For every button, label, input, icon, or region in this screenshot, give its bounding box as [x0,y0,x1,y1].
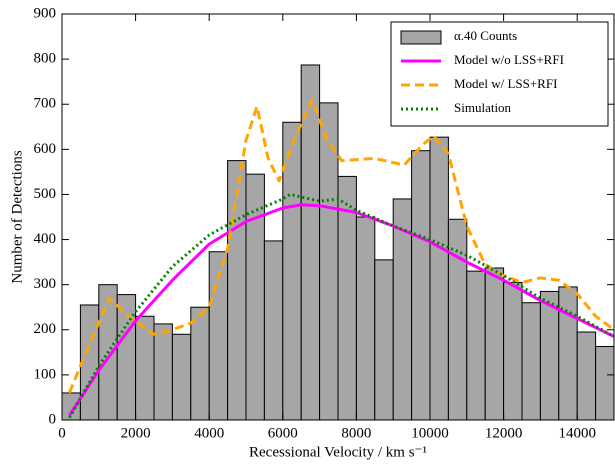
bar [539,290,560,421]
bar [227,160,247,421]
legend: α.40 Counts Model w/o LSS+RFI Model w/ LSS… [390,21,609,127]
legend-label: Simulation [454,100,512,115]
plot-frame [61,13,615,421]
bar [411,150,431,421]
x-tick-label: 14000 [558,425,596,441]
bar [116,294,137,421]
x-tick-label: 0 [58,425,66,441]
y-tick-label: 500 [34,186,57,202]
x-tick-label: 12000 [485,425,523,441]
bar [171,333,192,421]
legend-swatch [400,30,442,45]
y-tick-label: 900 [34,5,57,21]
line [68,192,614,419]
y-tick-label: 700 [34,96,57,112]
legend-label: α.40 Counts [454,28,517,43]
x-tick-label: 6000 [268,425,298,441]
bar [355,216,376,421]
bar [245,173,265,421]
bar [263,240,284,421]
x-tick-label: 10000 [411,425,449,441]
x-tick-label: 8000 [341,425,371,441]
bar [503,281,523,421]
y-tick-label: 0 [49,411,57,427]
bar [595,345,615,421]
bar [153,323,173,421]
y-tick-label: 800 [34,51,57,67]
x-axis-label: Recessional Velocity / km s⁻¹ [249,444,427,460]
y-tick-label: 600 [34,141,57,157]
y-axis-label: Number of Detections [9,150,25,283]
bar [484,267,505,421]
bar [466,270,486,421]
bar [190,306,210,421]
bar [61,392,81,421]
line [68,98,614,394]
bar [521,302,541,421]
legend-label: Model w/ LSS+RFI [454,76,557,91]
y-tick-label: 100 [34,366,57,382]
bar [374,259,394,421]
y-tick-label: 400 [34,231,57,247]
y-tick-label: 300 [34,276,57,292]
line [68,203,614,417]
y-tick-label: 200 [34,321,57,337]
x-tick-label: 4000 [194,425,224,441]
bar [429,136,449,421]
bar [576,331,597,421]
x-tick-label: 2000 [121,425,151,441]
legend-label: Model w/o LSS+RFI [454,52,564,67]
